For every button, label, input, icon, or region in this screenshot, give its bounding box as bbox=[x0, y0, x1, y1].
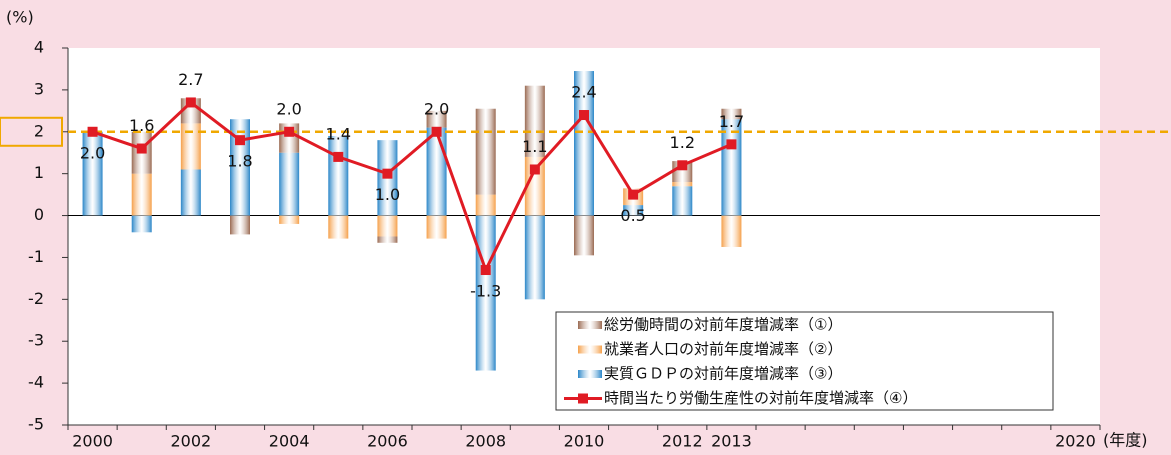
line bbox=[92, 100, 733, 274]
bar-segment bbox=[328, 215, 349, 239]
y-tick-label: 4 bbox=[34, 38, 44, 57]
line-marker bbox=[235, 135, 245, 146]
y-tick-label: 3 bbox=[34, 79, 44, 98]
bar-segment bbox=[721, 215, 742, 247]
data-label: 1.2 bbox=[670, 133, 695, 152]
x-tick-label: 2012 bbox=[662, 432, 703, 451]
x-tick-label: 2010 bbox=[564, 432, 605, 451]
legend-swatch bbox=[578, 321, 602, 329]
bar-segment bbox=[230, 215, 250, 235]
bar-segment bbox=[377, 236, 398, 243]
line-marker bbox=[726, 139, 737, 150]
legend-marker bbox=[578, 393, 588, 404]
bar-segment bbox=[131, 215, 152, 233]
data-label: 2.0 bbox=[80, 143, 105, 162]
line-marker bbox=[382, 168, 393, 179]
data-label: 1.0 bbox=[375, 185, 400, 204]
bar-segment bbox=[524, 85, 545, 157]
data-label: 1.8 bbox=[227, 152, 252, 171]
bar-segment bbox=[377, 215, 398, 237]
x-tick-label: 2004 bbox=[269, 432, 310, 451]
y-tick-label: -3 bbox=[28, 331, 44, 350]
bar-segment bbox=[475, 108, 496, 195]
x-tick-label: 2000 bbox=[72, 432, 113, 451]
bar-segment bbox=[131, 173, 152, 216]
y-tick-label: 0 bbox=[34, 205, 44, 224]
y-tick-label: -5 bbox=[28, 415, 44, 434]
bar-segment bbox=[426, 110, 447, 128]
line-marker bbox=[431, 126, 442, 137]
line-marker bbox=[185, 97, 196, 108]
legend: 総労働時間の対前年度増減率（①） 就業者人口の対前年度増減率（②） 実質ＧＤＰの対前… bbox=[555, 311, 1054, 411]
bar-segment bbox=[180, 123, 201, 170]
legend-label: 就業者人口の対前年度増減率（②） bbox=[604, 340, 842, 358]
data-label: 1.6 bbox=[129, 116, 154, 135]
y-tick-label: 2 bbox=[34, 121, 44, 140]
bar-segment bbox=[672, 186, 693, 216]
bar-segment bbox=[279, 152, 300, 216]
x-tick-label: 2006 bbox=[367, 432, 408, 451]
line-marker bbox=[529, 164, 540, 175]
x-unit: (年度) bbox=[1103, 431, 1148, 450]
bar-segment bbox=[426, 215, 447, 239]
x-tick-label: 2008 bbox=[465, 432, 506, 451]
data-label: 0.5 bbox=[620, 206, 645, 225]
bar-segment bbox=[475, 194, 496, 216]
y-tick-label: -4 bbox=[28, 373, 44, 392]
bar-segment bbox=[672, 182, 693, 187]
bar-segment bbox=[574, 215, 594, 256]
line-marker bbox=[628, 189, 639, 200]
legend-box bbox=[555, 311, 1054, 411]
data-label: 2.0 bbox=[424, 99, 449, 118]
line-marker bbox=[677, 160, 688, 171]
x-tick-label: 2002 bbox=[170, 432, 211, 451]
bar-segment bbox=[623, 205, 644, 216]
bar-segment bbox=[279, 215, 300, 224]
data-label: 1.7 bbox=[719, 112, 744, 131]
bar-segment bbox=[721, 119, 742, 216]
y-tick-label: -1 bbox=[28, 247, 44, 266]
line-marker bbox=[136, 143, 147, 154]
bar-segment bbox=[721, 108, 742, 120]
bar-segment bbox=[180, 169, 201, 216]
data-label: 2.4 bbox=[571, 83, 596, 102]
legend-label: 総労働時間の対前年度増減率（①） bbox=[604, 316, 842, 334]
legend-label: 時間当たり労働生産性の対前年度増減率（④） bbox=[604, 389, 917, 407]
line-marker bbox=[87, 126, 98, 137]
bar-segment bbox=[82, 131, 103, 216]
data-label: 1.4 bbox=[326, 124, 351, 143]
legend-swatch bbox=[578, 370, 602, 378]
x-tick-label: 2013 bbox=[711, 432, 752, 451]
line-marker bbox=[333, 151, 344, 162]
data-label: 1.1 bbox=[522, 137, 547, 156]
bar-segment bbox=[524, 215, 545, 300]
bar-segment bbox=[426, 127, 447, 216]
legend-swatch bbox=[578, 345, 602, 354]
y-tick-label: 1 bbox=[34, 163, 44, 182]
reference-tick-box bbox=[0, 116, 63, 147]
y-unit: (%) bbox=[6, 8, 34, 27]
line-marker bbox=[480, 265, 491, 276]
line-marker bbox=[579, 110, 589, 121]
data-label: -1.3 bbox=[470, 282, 501, 301]
data-label: 2.7 bbox=[178, 70, 203, 89]
x-tick-label: 2020 bbox=[1055, 432, 1096, 451]
line-marker bbox=[284, 126, 295, 137]
legend-label: 実質ＧＤＰの対前年度増減率（③） bbox=[604, 365, 842, 383]
data-label: 2.0 bbox=[276, 99, 301, 118]
y-tick-label: -2 bbox=[28, 289, 44, 308]
bar-segment bbox=[328, 135, 349, 216]
bar-segment bbox=[574, 71, 594, 216]
